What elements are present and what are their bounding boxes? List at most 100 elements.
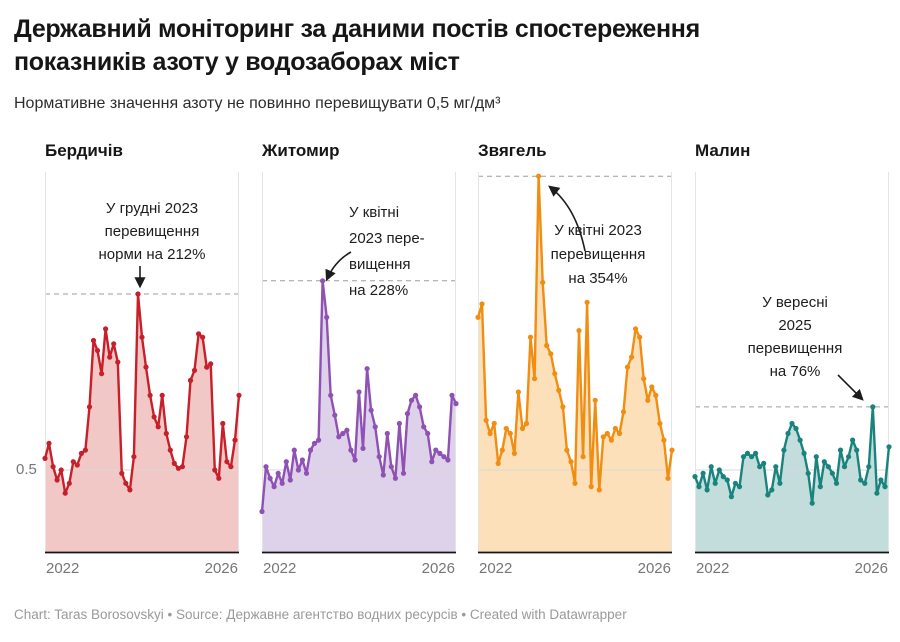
data-point[interactable]: [316, 437, 322, 443]
data-point[interactable]: [580, 454, 586, 460]
data-point[interactable]: [878, 477, 884, 483]
data-point[interactable]: [311, 440, 318, 446]
data-point[interactable]: [870, 404, 876, 410]
data-point[interactable]: [592, 397, 598, 403]
data-point[interactable]: [320, 278, 326, 284]
data-point[interactable]: [850, 437, 856, 443]
data-point[interactable]: [548, 351, 554, 357]
data-point[interactable]: [58, 467, 64, 473]
data-point[interactable]: [303, 470, 310, 476]
data-point[interactable]: [833, 480, 840, 486]
data-point[interactable]: [356, 389, 362, 395]
data-point[interactable]: [433, 447, 439, 453]
data-point[interactable]: [753, 450, 759, 456]
data-point[interactable]: [62, 490, 68, 496]
data-point[interactable]: [620, 409, 627, 415]
data-point[interactable]: [46, 440, 52, 446]
data-point[interactable]: [336, 434, 342, 440]
data-point[interactable]: [503, 425, 509, 432]
data-point[interactable]: [103, 326, 109, 332]
data-point[interactable]: [271, 484, 277, 490]
data-point[interactable]: [263, 464, 269, 470]
data-point[interactable]: [841, 464, 848, 470]
data-point[interactable]: [527, 334, 534, 340]
data-point[interactable]: [728, 494, 734, 500]
data-point[interactable]: [633, 326, 639, 332]
data-point[interactable]: [825, 464, 831, 470]
data-point[interactable]: [204, 364, 210, 370]
data-point[interactable]: [54, 477, 60, 483]
data-point[interactable]: [78, 450, 84, 456]
data-point[interactable]: [368, 407, 374, 413]
data-point[interactable]: [66, 480, 72, 486]
data-point[interactable]: [380, 472, 386, 478]
data-point[interactable]: [453, 401, 459, 407]
data-point[interactable]: [324, 314, 330, 320]
data-point[interactable]: [475, 314, 481, 320]
data-point[interactable]: [183, 434, 190, 440]
data-point[interactable]: [882, 484, 888, 490]
data-point[interactable]: [279, 480, 285, 486]
data-point[interactable]: [495, 460, 501, 466]
data-point[interactable]: [139, 334, 145, 340]
data-point[interactable]: [560, 404, 566, 410]
data-point[interactable]: [50, 464, 56, 470]
data-point[interactable]: [86, 404, 93, 410]
data-point[interactable]: [151, 414, 157, 420]
data-point[interactable]: [732, 480, 738, 486]
data-point[interactable]: [491, 420, 497, 427]
data-point[interactable]: [299, 457, 305, 463]
data-point[interactable]: [352, 457, 358, 463]
data-point[interactable]: [487, 430, 493, 437]
data-point[interactable]: [384, 430, 390, 437]
data-point[interactable]: [773, 464, 779, 470]
data-point[interactable]: [344, 427, 350, 433]
data-point[interactable]: [809, 500, 815, 506]
data-point[interactable]: [208, 361, 214, 367]
data-point[interactable]: [696, 484, 702, 490]
data-point[interactable]: [736, 484, 743, 490]
data-point[interactable]: [704, 487, 710, 493]
line-chart-berdychiv[interactable]: [42, 172, 242, 554]
data-point[interactable]: [829, 470, 835, 476]
data-point[interactable]: [600, 434, 606, 440]
data-point[interactable]: [307, 447, 314, 453]
data-point[interactable]: [669, 447, 675, 453]
data-point[interactable]: [556, 387, 562, 393]
data-point[interactable]: [348, 447, 354, 453]
data-point[interactable]: [637, 334, 643, 340]
data-point[interactable]: [107, 354, 113, 360]
data-point[interactable]: [797, 437, 803, 443]
data-point[interactable]: [846, 454, 852, 460]
data-point[interactable]: [801, 450, 807, 456]
data-point[interactable]: [196, 331, 202, 337]
data-point[interactable]: [629, 354, 635, 360]
data-point[interactable]: [744, 450, 751, 456]
data-point[interactable]: [874, 490, 880, 496]
data-point[interactable]: [507, 430, 513, 437]
data-point[interactable]: [220, 420, 226, 427]
data-point[interactable]: [74, 462, 80, 468]
data-point[interactable]: [212, 467, 218, 473]
data-point[interactable]: [661, 437, 667, 443]
data-point[interactable]: [275, 470, 281, 476]
data-point[interactable]: [429, 459, 435, 465]
data-point[interactable]: [854, 447, 860, 453]
data-point[interactable]: [576, 328, 582, 334]
data-point[interactable]: [259, 508, 265, 515]
data-point[interactable]: [793, 425, 799, 432]
data-point[interactable]: [200, 334, 206, 340]
data-point[interactable]: [649, 384, 655, 390]
data-point[interactable]: [765, 492, 771, 498]
data-point[interactable]: [396, 420, 402, 427]
data-point[interactable]: [90, 337, 97, 344]
data-point[interactable]: [70, 459, 76, 465]
data-point[interactable]: [616, 430, 623, 437]
data-point[interactable]: [376, 454, 382, 460]
data-point[interactable]: [584, 299, 590, 305]
data-point[interactable]: [519, 425, 526, 432]
data-point[interactable]: [777, 480, 783, 486]
data-point[interactable]: [187, 377, 194, 383]
data-point[interactable]: [99, 371, 105, 377]
data-point[interactable]: [437, 450, 443, 456]
